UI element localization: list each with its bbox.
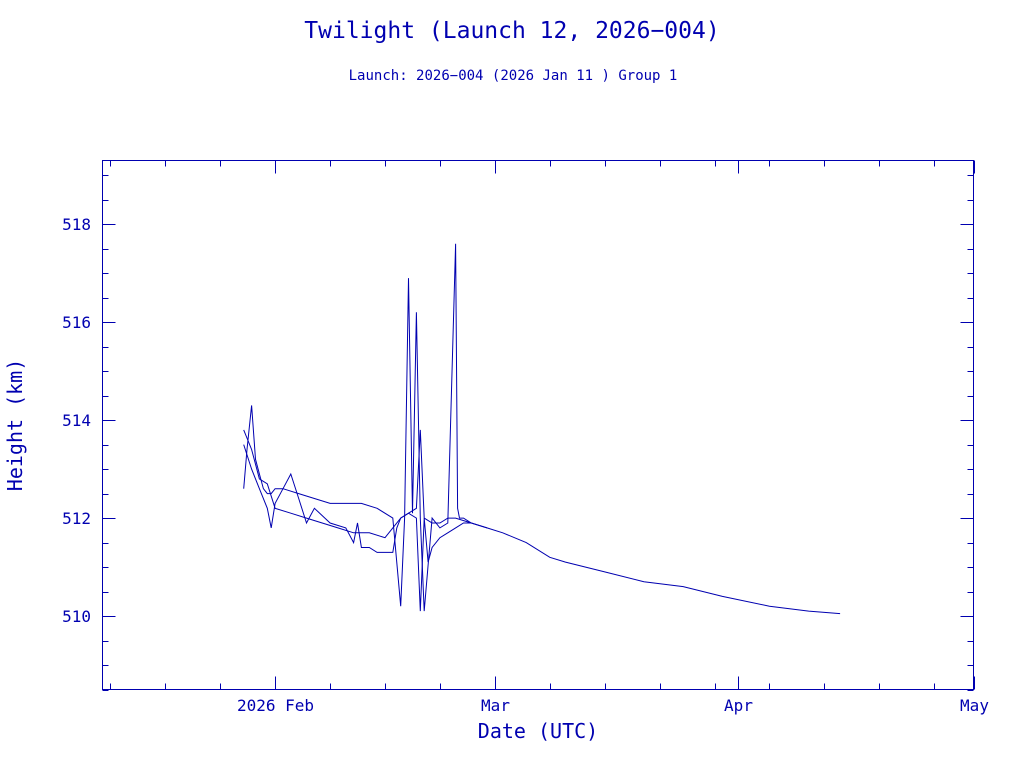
chart-subtitle: Launch: 2026−004 (2026 Jan 11 ) Group 1 [349,68,678,84]
y-tick-label: 518 [62,215,91,234]
x-axis-label: Date (UTC) [478,719,598,743]
x-tick-label: May [960,696,989,715]
x-tick-label: 2026 Feb [237,696,314,715]
y-tick-labels: 510 512 514 516 518 [62,215,91,626]
data-series [243,243,841,615]
y-axis-label: Height (km) [3,359,27,491]
series-line-3 [243,444,472,612]
chart-title: Twilight (Launch 12, 2026−004) [304,18,719,44]
y-tick-label: 510 [62,607,91,626]
series-line-2 [243,429,488,539]
axis-ticks [102,160,975,691]
x-tick-label: Mar [481,696,510,715]
x-tick-labels: 2026 Feb Mar Apr May [237,696,989,715]
y-tick-label: 512 [62,509,91,528]
plot-frame [102,160,974,690]
x-tick-label: Apr [724,696,753,715]
y-tick-label: 516 [62,313,91,332]
series-line-1 [243,243,841,615]
y-tick-label: 514 [62,411,91,430]
